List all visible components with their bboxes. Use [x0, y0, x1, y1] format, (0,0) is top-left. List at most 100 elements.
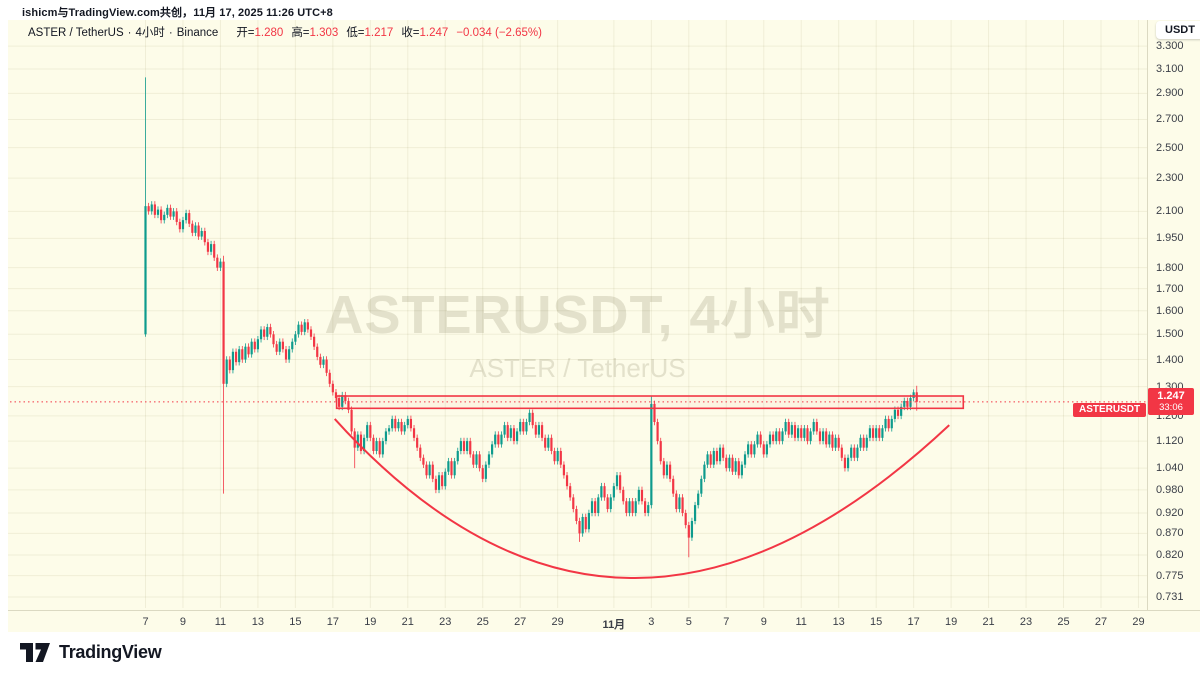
candle [406, 415, 409, 429]
candle [481, 464, 484, 483]
candle [681, 494, 684, 517]
candle [244, 343, 247, 363]
price-tick: 1.950 [1156, 232, 1184, 245]
time-tick: 11月 [602, 619, 626, 631]
candle [250, 338, 253, 358]
candle [291, 338, 294, 353]
cup-curve-drawing[interactable] [333, 418, 950, 579]
currency-toggle-button[interactable]: USDT [1156, 21, 1200, 39]
candle [469, 437, 472, 458]
low-label: 低= [346, 27, 365, 39]
candle [234, 348, 238, 366]
candle [194, 222, 197, 237]
candle [840, 444, 843, 462]
time-tick: 9 [760, 616, 767, 628]
candle [494, 431, 497, 448]
candle [203, 227, 206, 246]
price-axis[interactable]: 3.300 3.100 2.900 2.700 2.500 2.300 2.100 1.950… [1147, 20, 1200, 610]
price-tick: 2.700 [1156, 113, 1184, 126]
candle [153, 201, 156, 219]
candle [353, 428, 356, 469]
time-tick: 7 [723, 616, 730, 628]
candle [462, 437, 466, 455]
candle [509, 424, 512, 442]
time-tick: 27 [514, 616, 527, 628]
candle [772, 431, 775, 445]
candle [672, 475, 675, 497]
candle [784, 418, 787, 435]
candle [893, 406, 896, 423]
candle [316, 343, 319, 361]
candle [662, 457, 665, 479]
candle [253, 338, 256, 353]
change-value: −0.034 (−2.65%) [456, 27, 542, 39]
candle [706, 451, 709, 468]
candle [737, 457, 740, 479]
time-tick: 27 [1094, 616, 1108, 628]
candle [441, 471, 444, 490]
price-tick: 1.700 [1156, 282, 1184, 295]
candle [859, 434, 862, 451]
candle [871, 424, 875, 442]
candle [269, 323, 272, 338]
price-tick: 1.600 [1156, 304, 1184, 317]
time-tick: 29 [551, 616, 564, 628]
legend-symbol: ASTER / TetherUS [28, 27, 124, 39]
time-tick: 21 [982, 616, 995, 628]
price-tick: 1.400 [1156, 353, 1184, 366]
legend-ohlc: 开=1.280 高=1.303 低=1.217 收=1.247 [228, 27, 448, 39]
chart-pane[interactable]: ASTERUSDT, 4小时 ASTER / TetherUS ASTER / … [8, 20, 1200, 632]
candle [419, 444, 422, 462]
candle [328, 369, 331, 388]
time-tick: 11 [795, 616, 807, 628]
candle [540, 421, 544, 442]
candle [747, 441, 750, 458]
tradingview-logo[interactable]: TradingView [20, 642, 162, 663]
candle [284, 345, 288, 363]
candle [684, 509, 687, 529]
price-tick: 2.300 [1156, 172, 1184, 185]
candle [422, 454, 425, 468]
time-tick: 7 [142, 616, 149, 628]
candle [778, 428, 781, 445]
candle [400, 418, 403, 435]
time-tick: 11 [214, 616, 227, 628]
candle [322, 356, 325, 369]
candle [409, 415, 413, 432]
candle [528, 409, 531, 426]
candle [800, 424, 803, 442]
candle [725, 454, 728, 472]
candle [603, 482, 606, 501]
candle [678, 494, 681, 513]
candle [181, 216, 185, 233]
candle [225, 356, 228, 388]
price-tick: 0.980 [1156, 483, 1184, 496]
candle [247, 343, 250, 358]
resistance-zone-rectangle[interactable] [335, 395, 965, 410]
candle [547, 434, 550, 451]
candle [756, 431, 759, 448]
candle [478, 451, 481, 472]
candle [656, 418, 659, 445]
price-tick: 1.500 [1156, 328, 1184, 341]
candle [753, 441, 756, 458]
candle [881, 424, 884, 442]
candle [412, 424, 416, 442]
candle [606, 494, 609, 513]
candle [762, 441, 765, 458]
candle [556, 447, 559, 465]
price-tick: 2.500 [1156, 141, 1184, 154]
price-tick: 1.120 [1156, 435, 1184, 448]
candle [915, 385, 918, 411]
high-value: 1.303 [309, 27, 339, 39]
candle [200, 227, 203, 240]
candle-series [144, 77, 918, 558]
chart-canvas[interactable] [8, 20, 1147, 610]
time-axis[interactable]: 7 9 11 13 15 17 19 21 23 25 27 29 11月 3 5 7 9 11 13 15 17 19 2… [8, 610, 1200, 632]
price-tick: 0.775 [1156, 569, 1184, 582]
time-tick: 3 [648, 616, 655, 628]
candle [394, 415, 397, 432]
candle [503, 421, 506, 438]
candle [565, 471, 569, 490]
candle [238, 345, 241, 366]
